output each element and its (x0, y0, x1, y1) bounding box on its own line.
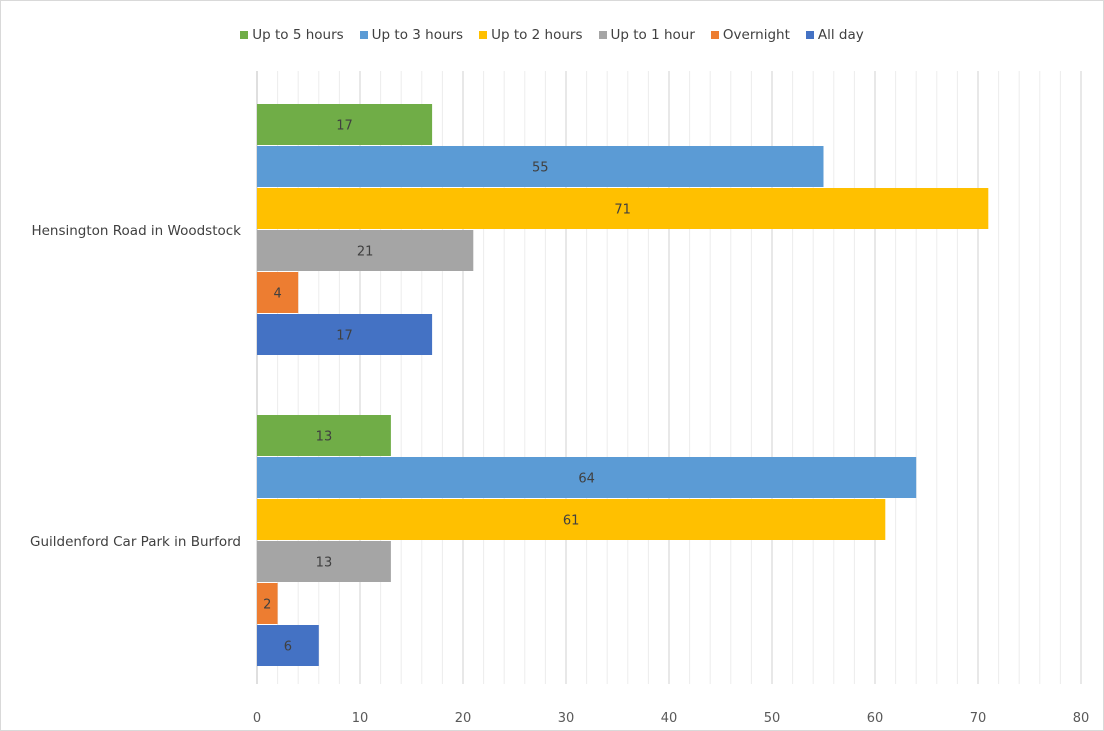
data-label: 2 (263, 598, 271, 613)
bar-labels: 17 55 71 21 4 17 13 64 61 13 2 6 (263, 119, 631, 655)
bar-guildenford-car-park-in-burford-overnight (257, 583, 278, 624)
x-tick-label: 20 (455, 711, 472, 726)
data-label: 13 (316, 430, 333, 445)
x-tick-label: 0 (253, 711, 261, 726)
bar-hensington-road-in-woodstock-up-to-5-hours (257, 104, 433, 145)
bar-guildenford-car-park-in-burford-up-to-5-hours (257, 415, 391, 456)
legend-swatch (359, 31, 368, 39)
legend-swatch (479, 31, 488, 39)
x-tick-label: 50 (764, 711, 781, 726)
legend-label: Up to 5 hours (252, 27, 344, 43)
x-tick-label: 80 (1073, 711, 1090, 726)
x-tick-label: 70 (970, 711, 987, 726)
bar-guildenford-car-park-in-burford-up-to-2-hours (257, 499, 886, 540)
bar-guildenford-car-park-in-burford-up-to-3-hours (257, 457, 917, 498)
legend-swatch (710, 31, 719, 39)
bar-hensington-road-in-woodstock-up-to-2-hours (257, 188, 989, 229)
data-label: 21 (357, 245, 374, 260)
data-label: 64 (578, 472, 595, 487)
data-label: 6 (284, 640, 292, 655)
legend-swatch (805, 31, 814, 39)
legend-label: All day (817, 27, 864, 43)
legend-label: Overnight (722, 27, 790, 43)
bar-guildenford-car-park-in-burford-all-day (257, 625, 319, 666)
bar-guildenford-car-park-in-burford-up-to-1-hour (257, 541, 391, 582)
x-tick-label: 30 (558, 711, 575, 726)
legend-item-all-day: All day (805, 27, 864, 43)
category-labels: Hensington Road in Woodstock Guildenford … (30, 223, 241, 550)
legend-swatch (240, 31, 249, 39)
bar-hensington-road-in-woodstock-overnight (257, 272, 299, 313)
legend-item-up-to-2-hours: Up to 2 hours (479, 27, 583, 43)
bar-hensington-road-in-woodstock-all-day (257, 314, 433, 355)
data-label: 17 (336, 329, 353, 344)
bar-hensington-road-in-woodstock-up-to-1-hour (257, 230, 474, 271)
legend-item-up-to-1-hour: Up to 1 hour (598, 27, 695, 43)
x-tick-labels: 0 10 20 30 40 50 60 70 80 (253, 711, 1089, 726)
bars (257, 104, 989, 666)
x-tick-label: 40 (661, 711, 678, 726)
legend-swatch (598, 31, 607, 39)
category-label: Hensington Road in Woodstock (31, 223, 241, 239)
data-label: 61 (563, 514, 580, 529)
x-tick-label: 10 (352, 711, 369, 726)
data-label: 4 (273, 287, 281, 302)
legend-label: Up to 1 hour (610, 27, 695, 43)
legend-item-up-to-3-hours: Up to 3 hours (359, 27, 464, 43)
legend-label: Up to 2 hours (491, 27, 583, 43)
legend-item-up-to-5-hours: Up to 5 hours (240, 27, 344, 43)
legend-label: Up to 3 hours (371, 27, 464, 43)
data-label: 55 (532, 161, 549, 176)
x-tick-label: 60 (867, 711, 884, 726)
legend: Up to 5 hours Up to 3 hours Up to 2 hours U… (1, 27, 1103, 43)
category-label: Guildenford Car Park in Burford (30, 534, 241, 550)
legend-item-overnight: Overnight (710, 27, 790, 43)
data-label: 71 (614, 203, 631, 218)
data-label: 17 (336, 119, 353, 134)
data-label: 13 (316, 556, 333, 571)
bar-hensington-road-in-woodstock-up-to-3-hours (257, 146, 824, 187)
